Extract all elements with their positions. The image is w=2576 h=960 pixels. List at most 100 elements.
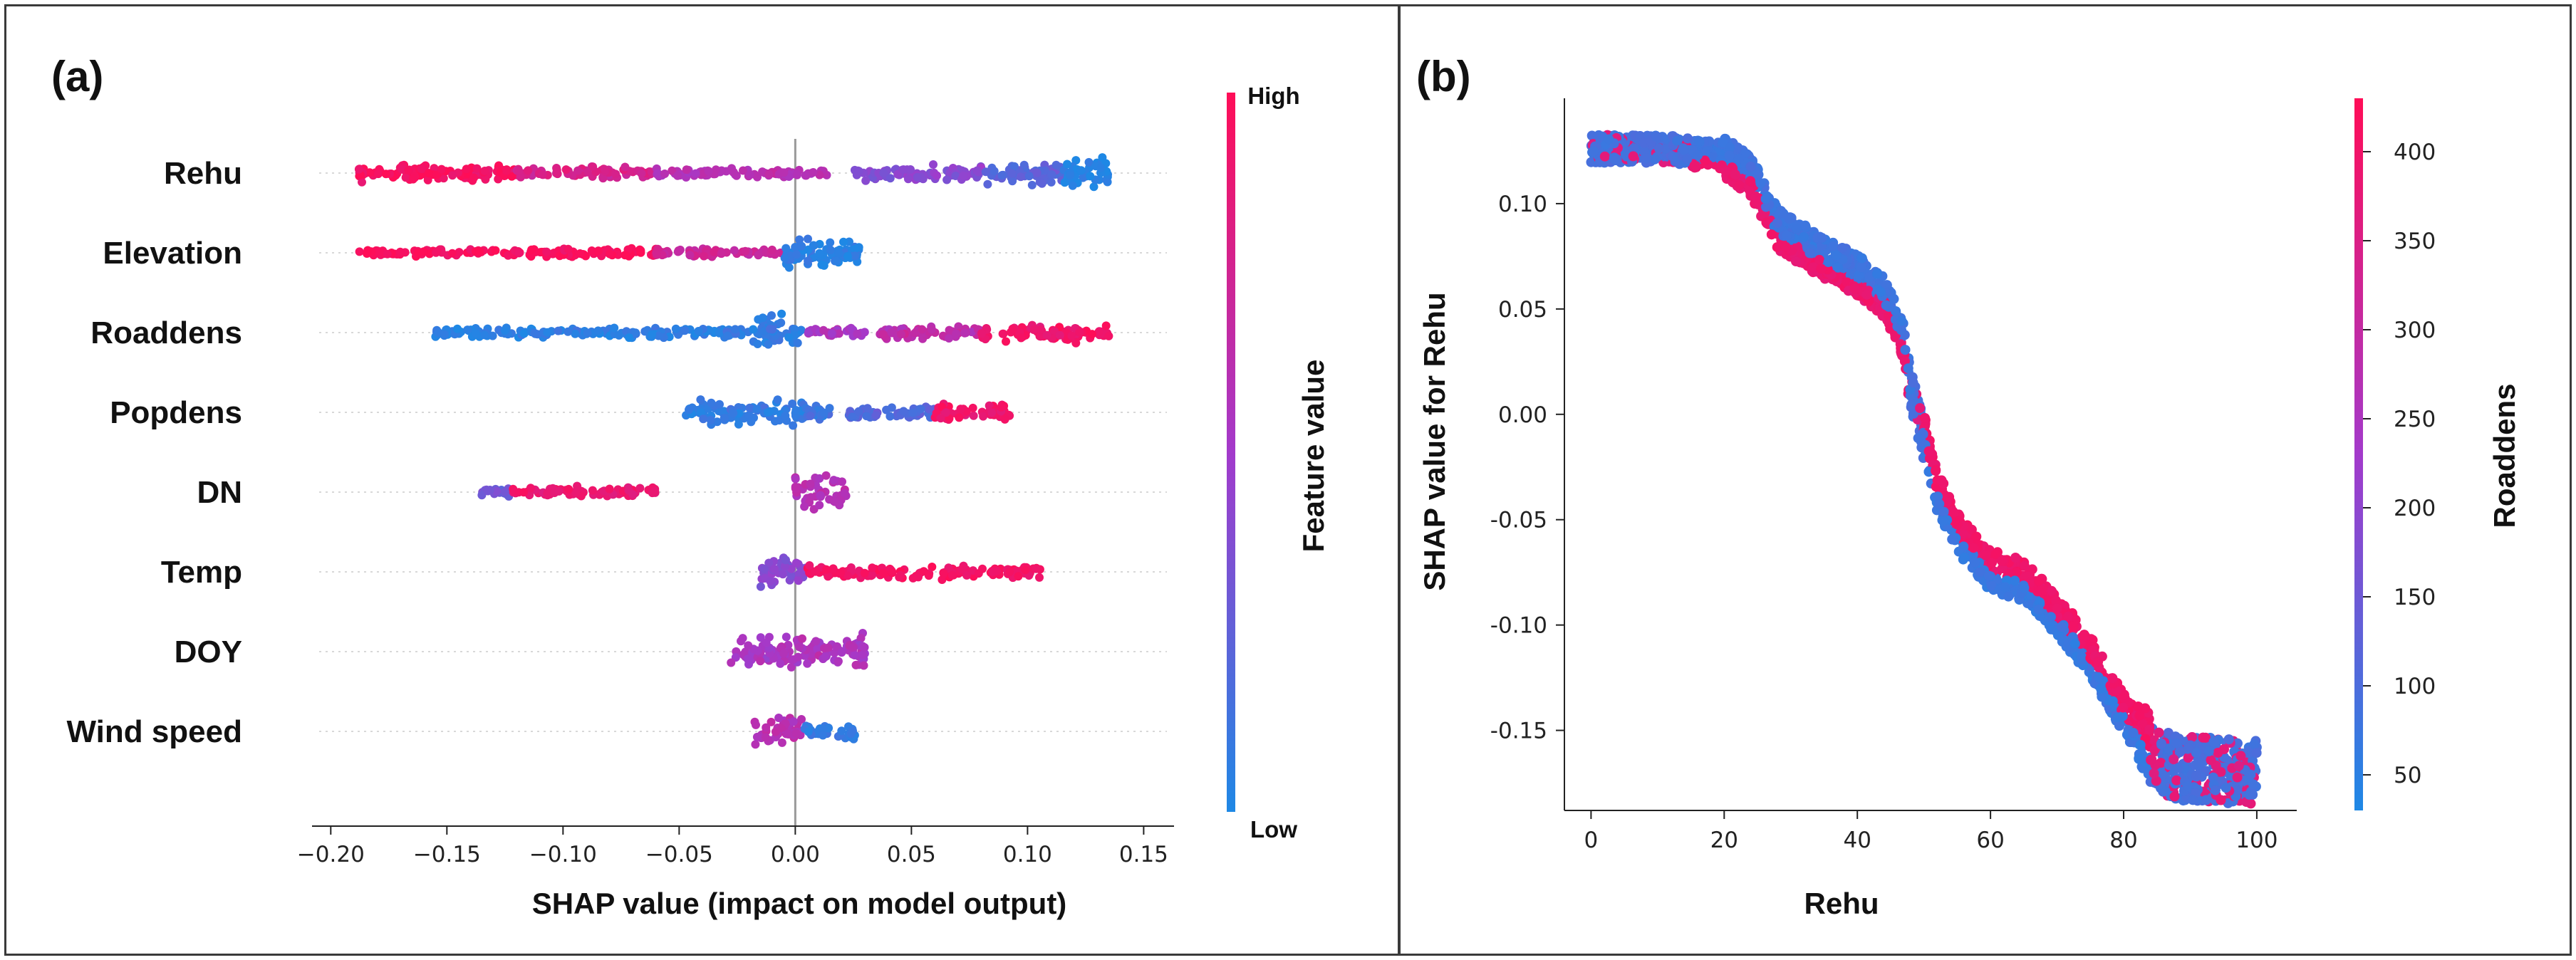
- panel-a-x-axis-label: SHAP value (impact on model output): [532, 887, 1067, 920]
- beeswarm-point: [906, 165, 915, 174]
- beeswarm-point: [838, 477, 846, 486]
- dependence-point: [2068, 621, 2079, 632]
- beeswarm-point: [815, 170, 824, 179]
- beeswarm-point: [962, 570, 971, 580]
- colorbar-tick-label: 150: [2394, 585, 2436, 610]
- panel-a-colorbar: [1227, 93, 1235, 812]
- beeswarm-point: [526, 484, 535, 493]
- beeswarm-point: [694, 327, 703, 335]
- dependence-point: [1718, 137, 1728, 148]
- dependence-point: [1875, 286, 1886, 297]
- dependence-point: [2203, 746, 2214, 756]
- beeswarm-point: [769, 564, 779, 573]
- beeswarm-point: [1042, 330, 1051, 340]
- beeswarm-point: [492, 486, 502, 496]
- beeswarm-point: [839, 237, 848, 246]
- beeswarm-point: [1075, 328, 1084, 337]
- beeswarm-point: [843, 251, 852, 261]
- beeswarm-point: [945, 334, 954, 343]
- beeswarm-point: [588, 162, 598, 172]
- beeswarm-point: [811, 637, 821, 646]
- beeswarm-point: [363, 249, 371, 258]
- beeswarm-point: [872, 411, 881, 420]
- dependence-point: [1986, 580, 1997, 591]
- dependence-point: [1881, 300, 1891, 311]
- feature-label: Roaddens: [90, 315, 242, 350]
- beeswarm-point: [941, 408, 950, 417]
- beeswarm-point: [1055, 330, 1064, 340]
- dependence-point: [2233, 761, 2244, 771]
- dependence-point: [1980, 550, 1991, 560]
- beeswarm-point: [779, 168, 789, 177]
- beeswarm-point: [1036, 325, 1045, 334]
- beeswarm-point: [860, 328, 869, 337]
- beeswarm-point: [878, 330, 888, 339]
- beeswarm-point: [514, 166, 524, 175]
- beeswarm-point: [700, 251, 709, 261]
- dependence-point: [2188, 795, 2198, 805]
- beeswarm-point: [925, 405, 935, 414]
- beeswarm-point: [653, 250, 661, 259]
- beeswarm-point: [910, 328, 920, 338]
- beeswarm-point: [671, 324, 680, 333]
- beeswarm-point: [727, 658, 736, 667]
- feature-label: Temp: [161, 555, 242, 590]
- beeswarm-point: [819, 725, 828, 734]
- beeswarm-point: [815, 474, 824, 483]
- beeswarm-point: [792, 169, 801, 179]
- beeswarm-point: [977, 329, 986, 338]
- beeswarm-point: [821, 652, 830, 662]
- panel-a-colorbar-high-label: High: [1247, 83, 1299, 109]
- beeswarm-point: [806, 412, 815, 420]
- x-tick-label: 80: [2109, 828, 2137, 853]
- beeswarm-point: [398, 165, 407, 174]
- beeswarm-point: [815, 501, 824, 510]
- dependence-point: [1700, 155, 1710, 166]
- beeswarm-point: [741, 246, 750, 256]
- beeswarm-point: [767, 245, 777, 254]
- beeswarm-point: [913, 172, 922, 182]
- beeswarm-point: [809, 241, 818, 250]
- dependence-point: [1720, 165, 1730, 176]
- beeswarm-point: [625, 333, 634, 343]
- dependence-point: [2156, 738, 2166, 748]
- beeswarm-point: [699, 414, 708, 424]
- dependence-point: [1814, 254, 1824, 265]
- dependence-point: [1823, 257, 1834, 268]
- beeswarm-point: [824, 643, 833, 652]
- dependence-point: [1690, 161, 1701, 171]
- beeswarm-point: [447, 249, 457, 258]
- beeswarm-point: [530, 328, 539, 338]
- dependence-point: [1958, 528, 1968, 539]
- beeswarm-point: [1096, 163, 1106, 172]
- dependence-point: [2146, 755, 2156, 766]
- dependence-point: [2135, 740, 2146, 750]
- beeswarm-point: [1068, 181, 1077, 190]
- dependence-point: [2233, 738, 2243, 748]
- x-tick-label: 100: [2235, 828, 2278, 853]
- dependence-point: [1781, 230, 1792, 241]
- dependence-point: [1990, 549, 2001, 560]
- beeswarm-point: [491, 246, 500, 255]
- beeswarm-point: [784, 263, 794, 272]
- dependence-point: [2019, 583, 2030, 593]
- x-tick-label: 0.05: [887, 842, 936, 867]
- beeswarm-point: [605, 484, 614, 494]
- beeswarm-point: [795, 642, 804, 652]
- beeswarm-point: [858, 650, 868, 659]
- beeswarm-point: [1037, 179, 1046, 188]
- beeswarm-point: [519, 488, 529, 497]
- dependence-point: [1983, 570, 1994, 581]
- beeswarm-point: [777, 738, 786, 747]
- beeswarm-point: [729, 409, 738, 418]
- beeswarm-point: [918, 325, 927, 334]
- beeswarm-point: [605, 249, 614, 259]
- beeswarm-point: [573, 481, 582, 491]
- colorbar-tick-label: 50: [2394, 763, 2421, 788]
- beeswarm-point: [448, 171, 457, 180]
- dependence-point: [2096, 683, 2107, 694]
- beeswarm-point: [1094, 328, 1103, 337]
- beeswarm-point: [758, 167, 767, 177]
- dependence-point: [2249, 739, 2260, 750]
- beeswarm-point: [1088, 330, 1096, 339]
